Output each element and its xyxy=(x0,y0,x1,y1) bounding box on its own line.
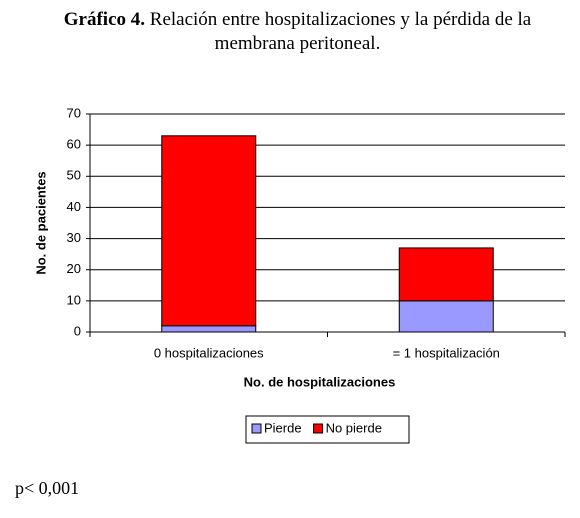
footnote: p< 0,001 xyxy=(15,478,80,498)
title-label: Gráfico 4. xyxy=(63,9,146,30)
y-tick-label: 10 xyxy=(67,292,81,307)
y-tick-label: 60 xyxy=(67,137,81,152)
y-axis-label: No. de pacientes xyxy=(33,171,48,274)
chart-title: Relación entre hospitalizaciones y la pé… xyxy=(149,9,532,54)
legend-box xyxy=(245,415,410,444)
x-tick-label: = 1 hospitalización xyxy=(393,345,500,360)
y-tick-label: 70 xyxy=(67,105,81,120)
y-tick-label: 50 xyxy=(67,168,81,183)
legend-swatch xyxy=(313,423,324,434)
y-tick-label: 30 xyxy=(67,230,81,245)
x-tick-label: 0 hospitalizaciones xyxy=(154,345,264,360)
chart-title-block: Gráfico 4. Relación entre hospitalizacio… xyxy=(40,8,555,56)
y-tick-label: 20 xyxy=(67,261,81,276)
y-tick-label: 0 xyxy=(74,323,81,338)
bar-segment xyxy=(161,135,257,327)
legend-swatch xyxy=(251,423,262,434)
bar-segment xyxy=(398,300,494,333)
bar-segment xyxy=(161,325,257,333)
legend-label: No pierde xyxy=(326,420,382,435)
bar-segment xyxy=(398,247,494,302)
x-axis-label: No. de hospitalizaciones xyxy=(244,374,396,389)
y-tick-label: 40 xyxy=(67,199,81,214)
legend-label: Pierde xyxy=(264,420,302,435)
